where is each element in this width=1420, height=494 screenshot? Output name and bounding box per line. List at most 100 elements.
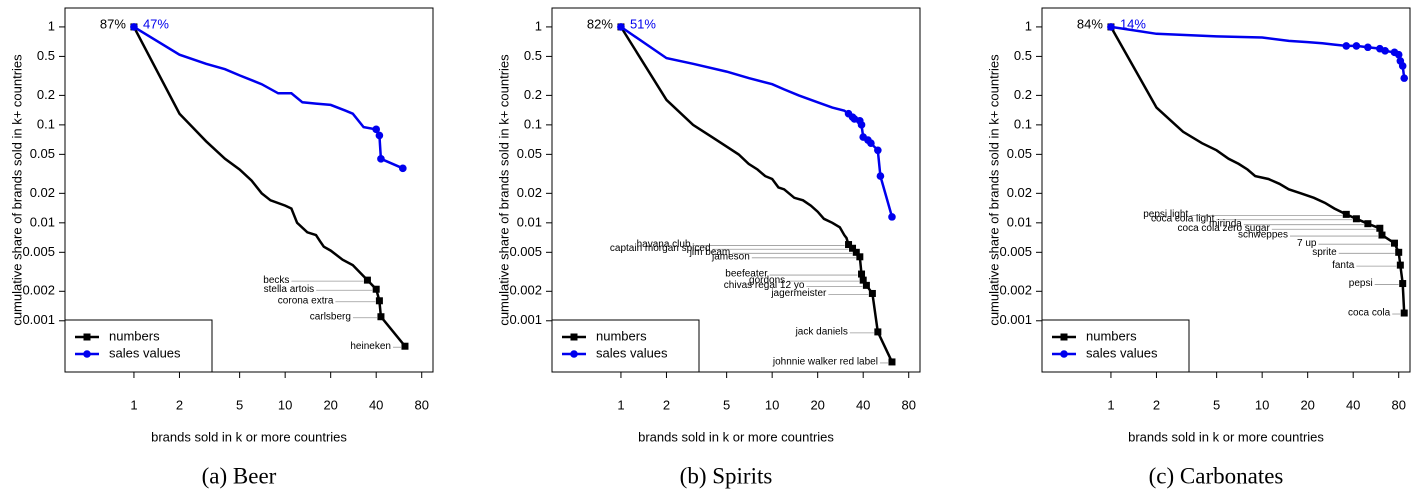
marker [874, 146, 882, 155]
marker [1352, 215, 1360, 223]
point-label: beefeater [725, 269, 768, 280]
x-axis-label: brands sold in k or more countries [1128, 429, 1324, 444]
y-axis-label: cumulative share of brands sold in k+ co… [9, 54, 24, 326]
y-tick-label: 0.001 [22, 312, 55, 327]
y-tick-label: 0.001 [999, 312, 1032, 327]
marker [858, 270, 866, 278]
x-tick-label: 40 [369, 397, 383, 412]
x-tick-label: 20 [810, 397, 824, 412]
y-tick-label: 0.005 [22, 244, 55, 259]
share-label: 87% [100, 16, 126, 31]
legend-label: sales values [109, 345, 181, 360]
y-tick-label: 0.05 [517, 146, 542, 161]
point-label: jack daniels [795, 327, 848, 338]
marker [1342, 42, 1351, 50]
marker [1342, 210, 1350, 218]
marker [372, 125, 380, 134]
legend-box [551, 319, 700, 373]
share-label: 47% [143, 16, 169, 31]
series-line [133, 25, 404, 170]
x-tick-label: 2 [176, 397, 183, 412]
x-tick-label: 80 [1391, 397, 1405, 412]
legend-box [64, 319, 213, 373]
point-label: gordons [749, 275, 785, 286]
marker [372, 285, 380, 293]
x-tick-label: 10 [1255, 397, 1269, 412]
x-tick-label: 5 [1213, 397, 1220, 412]
y-tick-label: 0.2 [524, 87, 542, 102]
marker [1398, 62, 1407, 70]
y-tick-label: 0.02 [30, 185, 55, 200]
marker [857, 121, 866, 129]
y-tick-label: 0.002 [999, 283, 1032, 298]
marker [862, 281, 870, 289]
point-label: sprite [1312, 247, 1337, 258]
y-tick-label: 0.002 [509, 283, 542, 298]
series-line [620, 25, 894, 218]
point-label: havana club [637, 239, 691, 250]
y-tick-label: 1 [48, 18, 55, 33]
marker [1364, 43, 1372, 52]
point-label: coca cola light [1151, 213, 1215, 224]
y-tick-label: 0.2 [37, 87, 55, 102]
y-tick-label: 0.001 [509, 312, 542, 327]
point-label: coca cola [1348, 308, 1391, 319]
point-label: johnnie walker red label [772, 357, 878, 368]
y-tick-label: 0.05 [30, 146, 55, 161]
marker [849, 244, 857, 252]
legend-label: sales values [1086, 345, 1158, 360]
y-tick-label: 0.01 [30, 214, 55, 229]
marker [130, 23, 138, 31]
marker [375, 131, 384, 140]
marker [375, 297, 383, 305]
legend-marker [570, 350, 578, 358]
x-tick-label: 80 [901, 397, 915, 412]
marker [399, 164, 407, 173]
x-tick-label: 20 [1300, 397, 1314, 412]
series-line [1109, 26, 1406, 314]
y-tick-label: 0.02 [517, 185, 542, 200]
marker [868, 289, 876, 297]
y-tick-label: 0.01 [1007, 214, 1032, 229]
y-tick-label: 1 [535, 18, 542, 33]
point-label: captain morgan spiced [610, 243, 711, 254]
y-tick-label: 0.1 [37, 116, 55, 131]
y-tick-label: 0.01 [517, 214, 542, 229]
y-axis-label: cumulative share of brands sold in k+ co… [986, 54, 1001, 326]
point-label: chivas regal 12 yo [724, 280, 805, 291]
x-tick-label: 2 [1153, 397, 1160, 412]
marker [888, 213, 896, 221]
x-tick-label: 5 [236, 397, 243, 412]
marker [1390, 239, 1398, 247]
share-label: 14% [1120, 16, 1146, 31]
share-label: 51% [630, 16, 656, 31]
marker [617, 23, 625, 31]
series-line [1110, 25, 1406, 79]
point-label: heineken [350, 341, 391, 352]
x-tick-label: 40 [856, 397, 870, 412]
marker [377, 313, 385, 321]
series-line [619, 26, 894, 363]
marker [852, 248, 860, 256]
plot-frame [64, 7, 434, 373]
legend-label: sales values [596, 345, 668, 360]
x-tick-label: 10 [765, 397, 779, 412]
point-label: pepsi light [1143, 209, 1188, 220]
point-label: jameson [711, 251, 750, 262]
plot-frame [1041, 7, 1411, 373]
marker [1364, 220, 1372, 228]
marker [1394, 50, 1403, 59]
caption: (b) Spirits [680, 463, 773, 488]
series-line [132, 26, 406, 347]
y-tick-label: 0.002 [22, 283, 55, 298]
marker [859, 276, 867, 284]
point-label: coca cola zero sugar [1178, 223, 1271, 234]
point-label: pepsi [1349, 278, 1373, 289]
caption: (c) Carbonates [1149, 463, 1284, 488]
share-label: 84% [1077, 16, 1103, 31]
y-tick-label: 0.2 [1014, 87, 1032, 102]
marker [377, 155, 385, 163]
x-tick-label: 1 [1107, 397, 1114, 412]
y-tick-label: 0.05 [1007, 146, 1032, 161]
